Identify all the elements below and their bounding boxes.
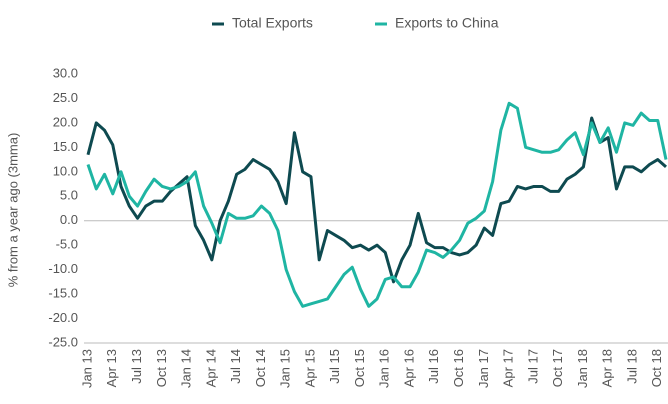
x-tick-label: Jan 13 <box>79 349 94 388</box>
y-tick-label: -20.0 <box>48 310 78 325</box>
x-tick-label: Oct 15 <box>352 349 367 387</box>
x-tick-label: Jul 14 <box>228 349 243 384</box>
x-tick-label: Apr 17 <box>501 349 516 387</box>
x-tick-label: Jan 16 <box>377 349 392 388</box>
x-tick-label: Apr 13 <box>104 349 119 387</box>
x-tick-label: Apr 16 <box>401 349 416 387</box>
x-tick-label: Jan 14 <box>179 349 194 388</box>
y-tick-label: 10.0 <box>53 163 78 178</box>
legend-label: Exports to China <box>395 15 499 31</box>
legend-label: Total Exports <box>232 15 313 31</box>
x-tick-label: Oct 17 <box>550 349 565 387</box>
x-tick-label: Jul 17 <box>525 349 540 384</box>
x-tick-label: Oct 18 <box>649 349 664 387</box>
x-tick-label: Apr 18 <box>600 349 615 387</box>
x-tick-label: Apr 14 <box>203 349 218 387</box>
x-tick-label: Jul 18 <box>624 349 639 384</box>
y-tick-label: 30.0 <box>53 65 78 80</box>
y-tick-label: -15.0 <box>48 286 78 301</box>
y-tick-label: -25.0 <box>48 334 78 349</box>
y-tick-label: 5.0 <box>60 188 78 203</box>
y-tick-label: 20.0 <box>53 114 78 129</box>
y-tick-label: 15.0 <box>53 139 78 154</box>
x-tick-label: Oct 16 <box>451 349 466 387</box>
y-tick-label: -10.0 <box>48 261 78 276</box>
x-tick-label: Oct 14 <box>253 349 268 387</box>
x-tick-label: Jan 18 <box>575 349 590 388</box>
x-tick-label: Apr 15 <box>302 349 317 387</box>
y-tick-label: 25.0 <box>53 90 78 105</box>
y-tick-label: -5.0 <box>56 237 78 252</box>
series-line <box>86 101 668 308</box>
y-tick-label: 0.0 <box>60 212 78 227</box>
x-tick-label: Jul 13 <box>129 349 144 384</box>
x-tick-label: Jan 15 <box>278 349 293 388</box>
series-line <box>86 116 667 284</box>
y-axis-label: % from a year ago (3mma) <box>5 133 20 288</box>
x-tick-label: Jul 15 <box>327 349 342 384</box>
x-tick-label: Jan 17 <box>476 349 491 388</box>
x-tick-label: Oct 13 <box>154 349 169 387</box>
x-tick-label: Jul 16 <box>426 349 441 384</box>
